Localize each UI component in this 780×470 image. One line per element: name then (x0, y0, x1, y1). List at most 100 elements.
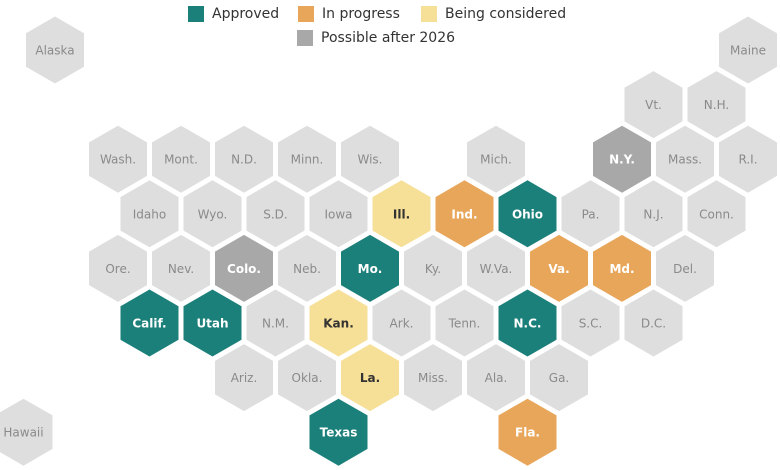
state-label: N.Y. (609, 153, 635, 167)
legend-swatch (421, 6, 437, 22)
state-hex (404, 344, 462, 412)
state-hex (215, 125, 273, 193)
state-hex (719, 16, 777, 84)
state-hex (183, 180, 242, 248)
state-hex (215, 234, 273, 302)
state-hex (120, 180, 179, 248)
state-label: N.D. (231, 153, 257, 167)
state-label: Ohio (512, 207, 543, 221)
state-hex (0, 398, 53, 466)
state-label: Mo. (358, 262, 383, 276)
state-label: Ala. (485, 371, 508, 385)
state-hex (278, 344, 336, 412)
state-label: Fla. (515, 426, 540, 440)
state-hex (246, 180, 305, 248)
legend-swatch (188, 6, 204, 22)
legend-swatch (297, 30, 313, 46)
state-label: N.H. (704, 98, 729, 112)
state-label: N.M. (262, 317, 289, 331)
state-label: Neb. (293, 262, 321, 276)
state-label: Okla. (292, 371, 323, 385)
state-label: Del. (673, 262, 697, 276)
state-label: Nev. (168, 262, 194, 276)
state-label: Conn. (699, 207, 734, 221)
state-hex (152, 125, 210, 193)
state-label: Ore. (105, 262, 130, 276)
state-hex (309, 289, 368, 357)
state-hex (719, 125, 777, 193)
state-hex (624, 71, 683, 139)
state-hex (152, 234, 210, 302)
state-label: Mass. (668, 153, 702, 167)
state-label: Texas (320, 426, 358, 440)
state-hex (498, 180, 557, 248)
state-label: Iowa (324, 207, 352, 221)
state-hex (404, 234, 462, 302)
state-hex (246, 289, 305, 357)
state-hex (435, 180, 494, 248)
state-label: Maine (730, 44, 766, 58)
legend-label: In progress (322, 6, 400, 22)
state-label: Md. (609, 262, 634, 276)
state-hex (687, 180, 746, 248)
state-label: Kan. (323, 317, 354, 331)
state-label: Ga. (549, 371, 569, 385)
state-hex (372, 180, 431, 248)
state-label: N.C. (514, 317, 542, 331)
state-hex (498, 289, 557, 357)
state-label: Colo. (227, 262, 261, 276)
state-hex (372, 289, 431, 357)
state-label: D.C. (641, 317, 666, 331)
state-hex (26, 16, 84, 84)
state-label: Tenn. (448, 317, 481, 331)
state-label: Wash. (100, 153, 136, 167)
state-label: Ark. (390, 317, 414, 331)
state-hex (467, 125, 525, 193)
state-hex (89, 125, 147, 193)
state-hex (120, 289, 179, 357)
state-hex (624, 289, 683, 357)
state-hex (215, 344, 273, 412)
state-hex (624, 180, 683, 248)
state-label: Mich. (480, 153, 512, 167)
state-label: Vt. (645, 98, 662, 112)
state-label: Pa. (582, 207, 600, 221)
state-label: Va. (548, 262, 569, 276)
state-hex (341, 344, 399, 412)
state-hex (656, 125, 714, 193)
state-hex (309, 180, 368, 248)
state-label: Utah (196, 317, 228, 331)
state-label: Ind. (451, 207, 477, 221)
state-label: W.Va. (480, 262, 513, 276)
legend-label: Being considered (445, 6, 566, 22)
state-hex (341, 234, 399, 302)
state-hex (530, 344, 588, 412)
state-label: La. (360, 371, 380, 385)
state-hex (309, 398, 368, 466)
state-label: Idaho (133, 207, 166, 221)
state-hex (498, 398, 557, 466)
state-hex (561, 180, 620, 248)
legend-swatch (298, 6, 314, 22)
state-label: R.I. (738, 153, 757, 167)
state-label: Mont. (164, 153, 198, 167)
state-label: Alaska (35, 44, 74, 58)
state-label: S.C. (579, 317, 603, 331)
state-label: Wyo. (198, 207, 228, 221)
state-label: Miss. (418, 371, 448, 385)
state-label: Hawaii (3, 426, 43, 440)
state-hex (278, 234, 336, 302)
state-label: Ariz. (231, 371, 258, 385)
state-hex (687, 71, 746, 139)
state-label: Wis. (357, 153, 382, 167)
state-hex (183, 289, 242, 357)
state-hex (656, 234, 714, 302)
state-hex (435, 289, 494, 357)
legend-label: Approved (212, 6, 279, 22)
state-hex (467, 344, 525, 412)
state-hex (530, 234, 588, 302)
state-hex (467, 234, 525, 302)
legend-label: Possible after 2026 (321, 30, 455, 46)
state-label: S.D. (263, 207, 288, 221)
